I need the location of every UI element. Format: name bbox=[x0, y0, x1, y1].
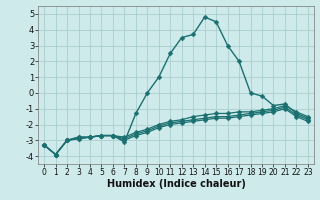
X-axis label: Humidex (Indice chaleur): Humidex (Indice chaleur) bbox=[107, 179, 245, 189]
